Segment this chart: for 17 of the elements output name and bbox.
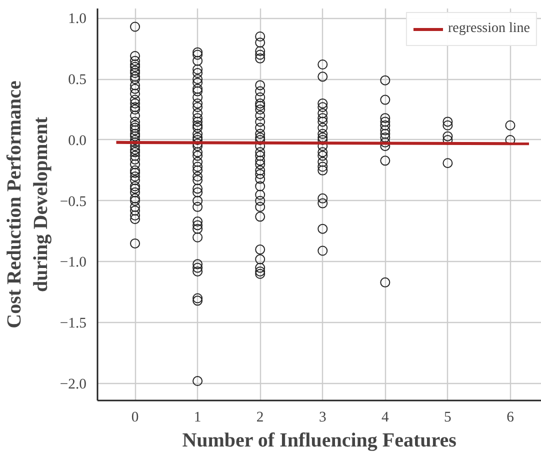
y-tick-label: 0.0 [68, 132, 87, 149]
x-tick-label: 3 [318, 410, 326, 426]
y-tick-label: −1.0 [60, 254, 87, 271]
y-tick-label: −0.5 [60, 194, 87, 210]
y-tick-label: 1.0 [68, 11, 87, 28]
y-tick-label: −2.0 [60, 376, 87, 392]
y-tick-label: −1.5 [60, 316, 87, 332]
x-tick-label: 1 [194, 410, 202, 426]
y-tick-label: 0.5 [68, 72, 87, 88]
legend-label: regression line [448, 21, 530, 37]
x-axis-title: Number of Influencing Features [182, 430, 457, 452]
y-axis-title: Cost Reduction Performance during Development [4, 80, 52, 328]
x-tick-label: 2 [256, 410, 264, 426]
x-tick-label: 0 [131, 410, 139, 426]
x-tick-label: 4 [382, 410, 390, 426]
x-tick-label: 6 [506, 410, 514, 426]
x-tick-label: 5 [444, 410, 452, 426]
